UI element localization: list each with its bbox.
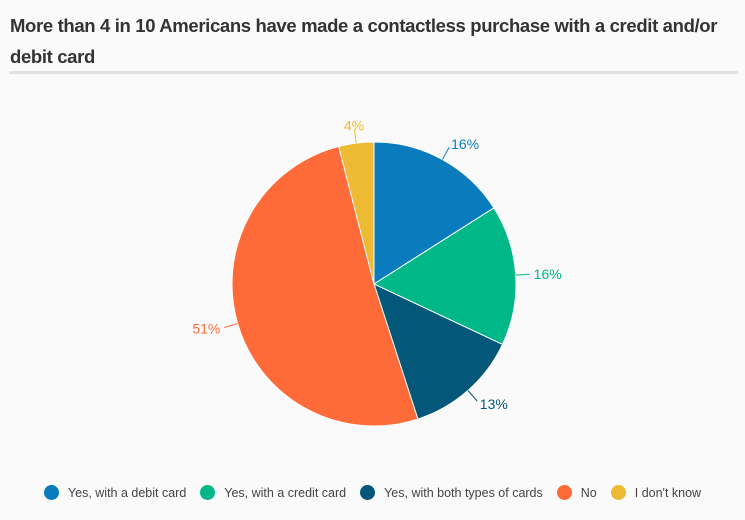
data-label: 16%: [534, 266, 562, 282]
label-leader-line: [224, 323, 238, 329]
data-label: 16%: [451, 136, 479, 152]
legend-label: I don't know: [634, 485, 702, 500]
label-leader-line: [515, 273, 530, 276]
legend-swatch: [610, 485, 626, 500]
label-leader-line: [353, 129, 357, 144]
data-label: 4%: [344, 117, 364, 133]
legend-label: Yes, with a debit card: [67, 485, 187, 500]
data-label: 13%: [480, 396, 508, 412]
legend-label: Yes, with a credit card: [224, 485, 347, 500]
pie-slice[interactable]: [373, 283, 504, 420]
title-divider: [9, 71, 738, 74]
legend-swatch: [200, 485, 216, 500]
legend-label: Yes, with both types of cards: [384, 485, 543, 500]
data-label: 51%: [192, 321, 220, 337]
legend-item[interactable]: No: [556, 485, 597, 500]
legend-item[interactable]: I don't know: [610, 485, 702, 500]
legend-swatch: [43, 485, 59, 500]
legend: Yes, with a debit card Yes, with a credit…: [0, 485, 745, 500]
label-leader-line: [467, 390, 478, 402]
legend-item[interactable]: Yes, with both types of cards: [360, 485, 543, 500]
chart-title: More than 4 in 10 Americans have made a …: [10, 15, 718, 67]
pie-slice[interactable]: [231, 145, 419, 427]
pie-chart: 16% 16% 13% 51% 4%: [192, 117, 562, 427]
legend-label: No: [580, 485, 597, 500]
legend-item[interactable]: Yes, with a debit card: [43, 485, 187, 500]
label-leader-line: [441, 147, 450, 160]
legend-swatch: [360, 485, 376, 500]
legend-item[interactable]: Yes, with a credit card: [200, 485, 346, 500]
pie-slice[interactable]: [373, 141, 495, 285]
pie-slice[interactable]: [372, 207, 517, 346]
legend-swatch: [556, 485, 572, 500]
